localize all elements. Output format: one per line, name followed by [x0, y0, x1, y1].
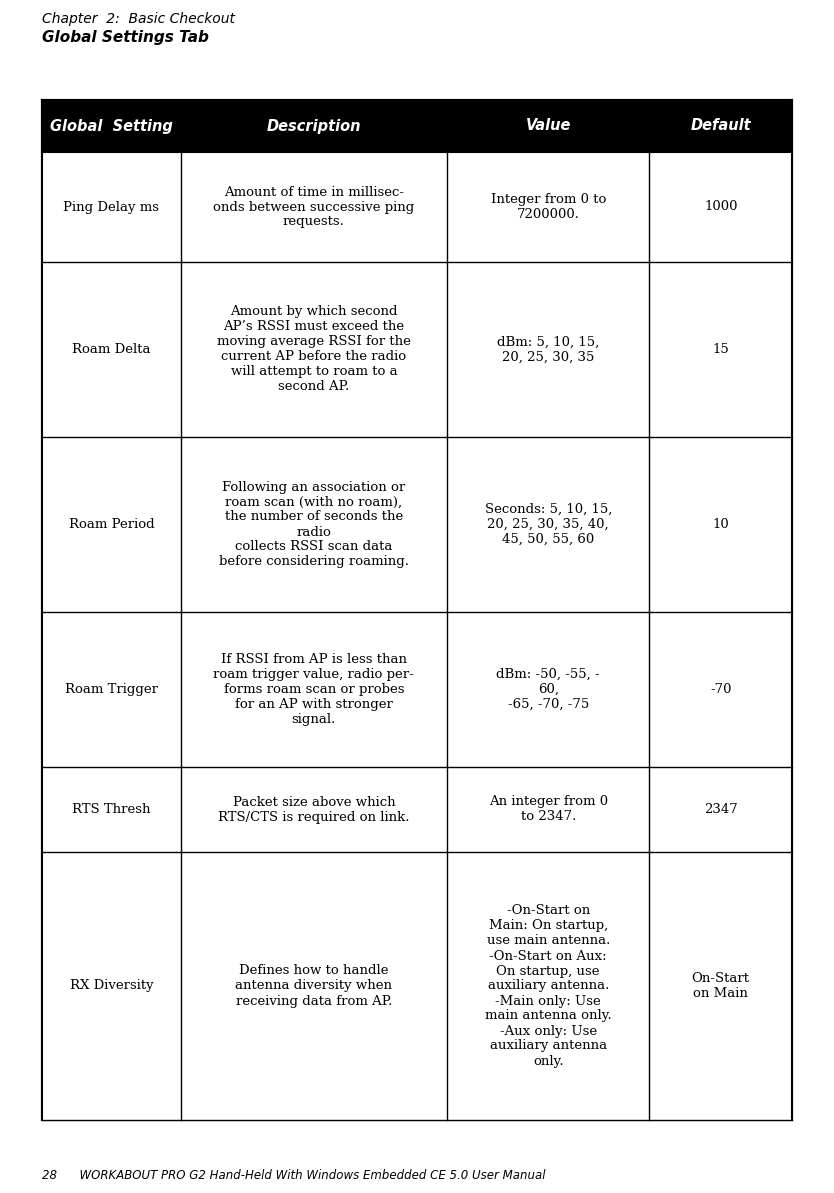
Text: An integer from 0
to 2347.: An integer from 0 to 2347. [489, 796, 608, 823]
Bar [42, 437, 792, 612]
Text: On-Start
on Main: On-Start on Main [691, 972, 750, 1000]
Text: RX Diversity: RX Diversity [69, 979, 153, 993]
Text: Seconds: 5, 10, 15,
20, 25, 30, 35, 40,
45, 50, 55, 60: Seconds: 5, 10, 15, 20, 25, 30, 35, 40, … [485, 503, 612, 546]
Text: Chapter  2:  Basic Checkout: Chapter 2: Basic Checkout [42, 12, 235, 26]
Text: Roam Delta: Roam Delta [72, 344, 151, 356]
Text: 10: 10 [712, 518, 729, 531]
Text: Value: Value [525, 118, 571, 134]
Bar [42, 152, 792, 262]
Bar [42, 767, 792, 852]
Text: Roam Period: Roam Period [68, 518, 154, 531]
Text: Amount by which second
AP’s RSSI must exceed the
moving average RSSI for the
cur: Amount by which second AP’s RSSI must ex… [217, 305, 411, 394]
Text: Global Settings Tab: Global Settings Tab [42, 30, 208, 45]
Bar [42, 100, 792, 152]
Text: 15: 15 [712, 344, 729, 356]
Text: Description: Description [267, 118, 361, 134]
Text: Integer from 0 to
7200000.: Integer from 0 to 7200000. [490, 193, 606, 221]
Text: Ping Delay ms: Ping Delay ms [63, 200, 159, 214]
Text: Packet size above which
RTS/CTS is required on link.: Packet size above which RTS/CTS is requi… [219, 796, 409, 823]
Text: If RSSI from AP is less than
roam trigger value, radio per-
forms roam scan or p: If RSSI from AP is less than roam trigge… [214, 653, 414, 727]
Bar [42, 612, 792, 767]
Bar [42, 100, 792, 1120]
Text: RTS Thresh: RTS Thresh [72, 803, 151, 816]
Text: Defines how to handle
antenna diversity when
receiving data from AP.: Defines how to handle antenna diversity … [235, 964, 392, 1008]
Bar [42, 852, 792, 1120]
Text: Amount of time in millisec-
onds between successive ping
requests.: Amount of time in millisec- onds between… [214, 185, 414, 229]
Text: 2347: 2347 [704, 803, 737, 816]
Text: dBm: -50, -55, -
60,
-65, -70, -75: dBm: -50, -55, - 60, -65, -70, -75 [496, 668, 600, 711]
Text: -70: -70 [710, 684, 731, 696]
Text: Following an association or
roam scan (with no roam),
the number of seconds the
: Following an association or roam scan (w… [219, 481, 409, 569]
Text: 28      WORKABOUT PRO G2 Hand-Held With Windows Embedded CE 5.0 User Manual: 28 WORKABOUT PRO G2 Hand-Held With Windo… [42, 1169, 545, 1182]
Text: dBm: 5, 10, 15,
20, 25, 30, 35: dBm: 5, 10, 15, 20, 25, 30, 35 [497, 335, 600, 364]
Text: Default: Default [691, 118, 751, 134]
Bar [42, 262, 792, 437]
Text: 1000: 1000 [704, 200, 737, 214]
Text: Roam Trigger: Roam Trigger [65, 684, 158, 696]
Text: Global  Setting: Global Setting [50, 118, 173, 134]
Text: -On-Start on
Main: On startup,
use main antenna.
-On-Start on Aux:
On startup, u: -On-Start on Main: On startup, use main … [485, 904, 611, 1068]
